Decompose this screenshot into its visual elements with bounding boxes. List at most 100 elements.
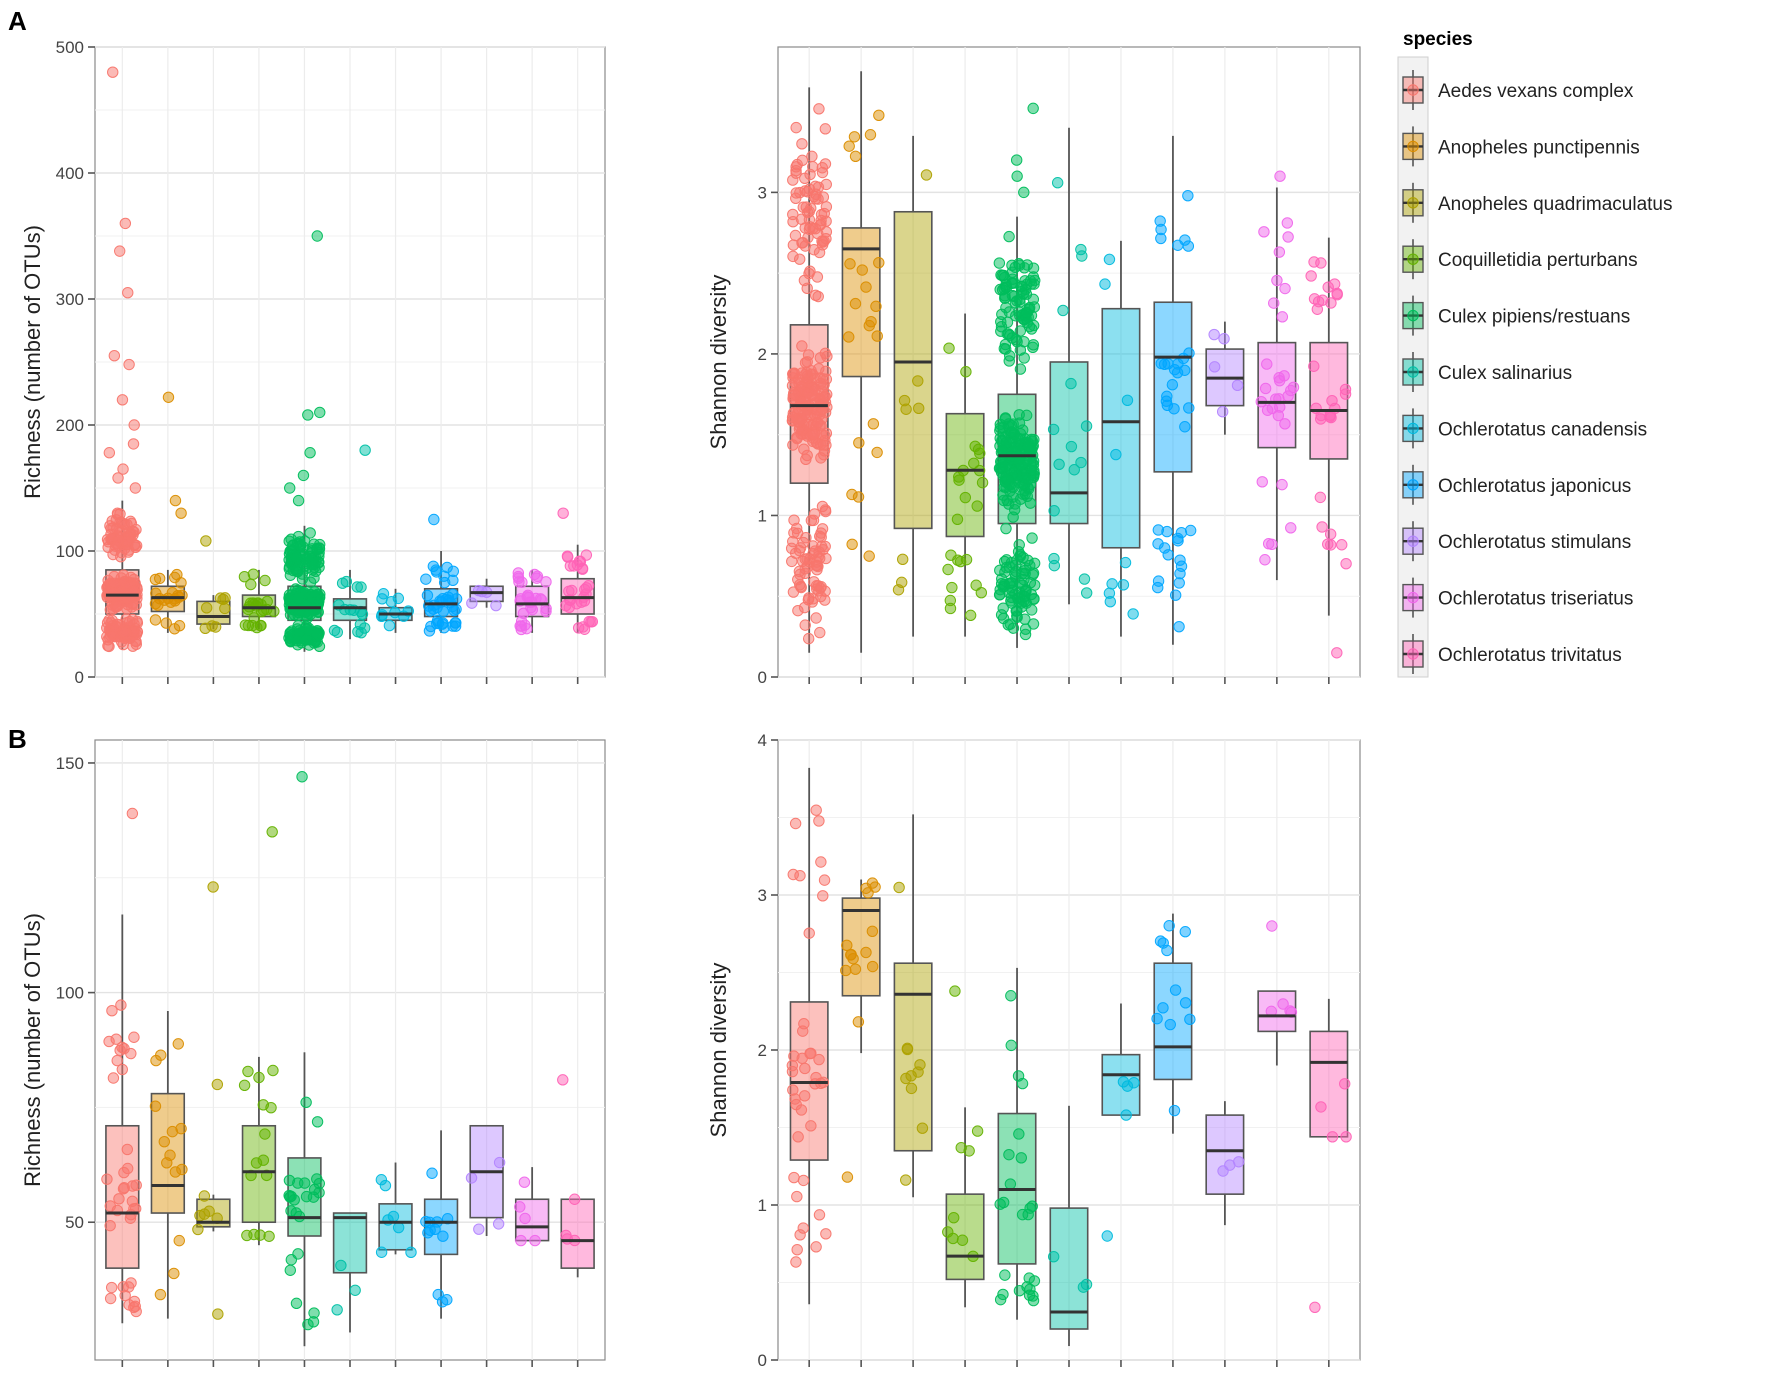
legend-entry-label: Culex pipiens/restuans (1438, 307, 1630, 328)
data-point (245, 578, 257, 591)
data-point (311, 1173, 323, 1185)
data-point (1182, 189, 1194, 202)
data-point (385, 595, 398, 608)
data-point (358, 622, 371, 634)
data-point (1011, 335, 1023, 348)
data-point (1231, 379, 1244, 392)
data-point (843, 331, 855, 343)
data-point (1276, 311, 1289, 323)
data-point (377, 588, 390, 600)
data-point (450, 617, 462, 629)
data-point (1162, 358, 1174, 370)
panel-label-b: B (8, 724, 27, 754)
data-point (949, 985, 961, 997)
data-point (942, 563, 954, 576)
data-point (995, 325, 1007, 337)
data-point (1080, 1278, 1093, 1291)
data-point (786, 555, 798, 568)
data-point (803, 267, 815, 280)
data-point (813, 246, 826, 259)
data-point (997, 1288, 1009, 1301)
data-point (207, 881, 219, 893)
data-point (106, 1005, 118, 1017)
data-point (793, 253, 806, 265)
legend-entry-label: Ochlerotatus triseriatus (1438, 589, 1633, 610)
data-point (794, 869, 806, 882)
legend-entry-label: Aedes vexans complex (1438, 81, 1634, 102)
data-point (1127, 608, 1139, 620)
data-point (241, 1229, 253, 1242)
data-point (1224, 1159, 1236, 1171)
data-point (292, 494, 305, 507)
data-point (807, 514, 820, 527)
data-point (913, 402, 925, 414)
data-point (964, 609, 977, 622)
data-point (1308, 293, 1321, 305)
data-point (790, 121, 802, 134)
y-tick-label: 0 (758, 1351, 767, 1370)
data-point (104, 1292, 117, 1305)
data-point (800, 201, 813, 213)
data-point (995, 316, 1007, 328)
data-point (1048, 505, 1060, 517)
y-tick-label: 400 (56, 164, 84, 183)
data-point (1027, 339, 1040, 351)
data-point (796, 138, 808, 150)
data-point (993, 257, 1006, 269)
data-point (121, 1143, 134, 1156)
data-point (514, 620, 526, 632)
data-point (900, 1174, 912, 1186)
data-point (447, 574, 459, 587)
data-point (563, 585, 575, 598)
data-point (124, 615, 136, 628)
data-point (514, 1201, 526, 1213)
data-point (375, 1246, 388, 1258)
data-point (896, 553, 909, 566)
data-point (1174, 567, 1186, 580)
data-point (1339, 388, 1352, 400)
data-point (557, 507, 569, 519)
data-point (292, 1177, 304, 1189)
data-point (864, 129, 877, 141)
data-point (1179, 997, 1192, 1009)
data-point (893, 881, 905, 894)
data-point (1169, 589, 1182, 601)
data-point (810, 612, 822, 624)
data-point (303, 550, 316, 563)
data-point (288, 1194, 300, 1206)
data-point (815, 856, 827, 868)
legend: species Aedes vexans complex Anopheles pu… (1397, 29, 1673, 678)
data-point (265, 1101, 277, 1114)
data-point (866, 960, 879, 973)
data-point (198, 1190, 211, 1202)
data-point (799, 357, 812, 369)
data-point (802, 231, 814, 244)
legend-entry-label: Ochlerotatus trivitatus (1438, 645, 1622, 666)
data-point (814, 626, 826, 639)
data-point (787, 586, 800, 598)
chart-a-shannon: 0 1 2 3 Shannon diversity (706, 46, 1361, 687)
data-point (1157, 937, 1169, 949)
data-point (1340, 557, 1352, 570)
data-point (126, 807, 139, 820)
data-point (810, 1241, 822, 1253)
data-point (801, 186, 814, 198)
data-point (1324, 411, 1336, 423)
data-point (1184, 1013, 1196, 1026)
legend-entry-label: Coquilletidia perturbans (1438, 250, 1638, 271)
data-point (1218, 333, 1230, 345)
data-point (107, 1072, 120, 1084)
data-point (1266, 920, 1278, 932)
data-point (994, 422, 1007, 434)
data-point (473, 1223, 485, 1235)
data-point (238, 571, 251, 583)
data-point (844, 258, 856, 270)
data-point (203, 1205, 215, 1217)
data-point (331, 1304, 343, 1316)
data-point (1014, 363, 1027, 375)
data-point (267, 1064, 279, 1077)
data-point (1007, 491, 1019, 503)
y-tick-label: 200 (56, 416, 84, 435)
data-point (296, 771, 308, 783)
y-tick-label: 1 (758, 506, 767, 525)
